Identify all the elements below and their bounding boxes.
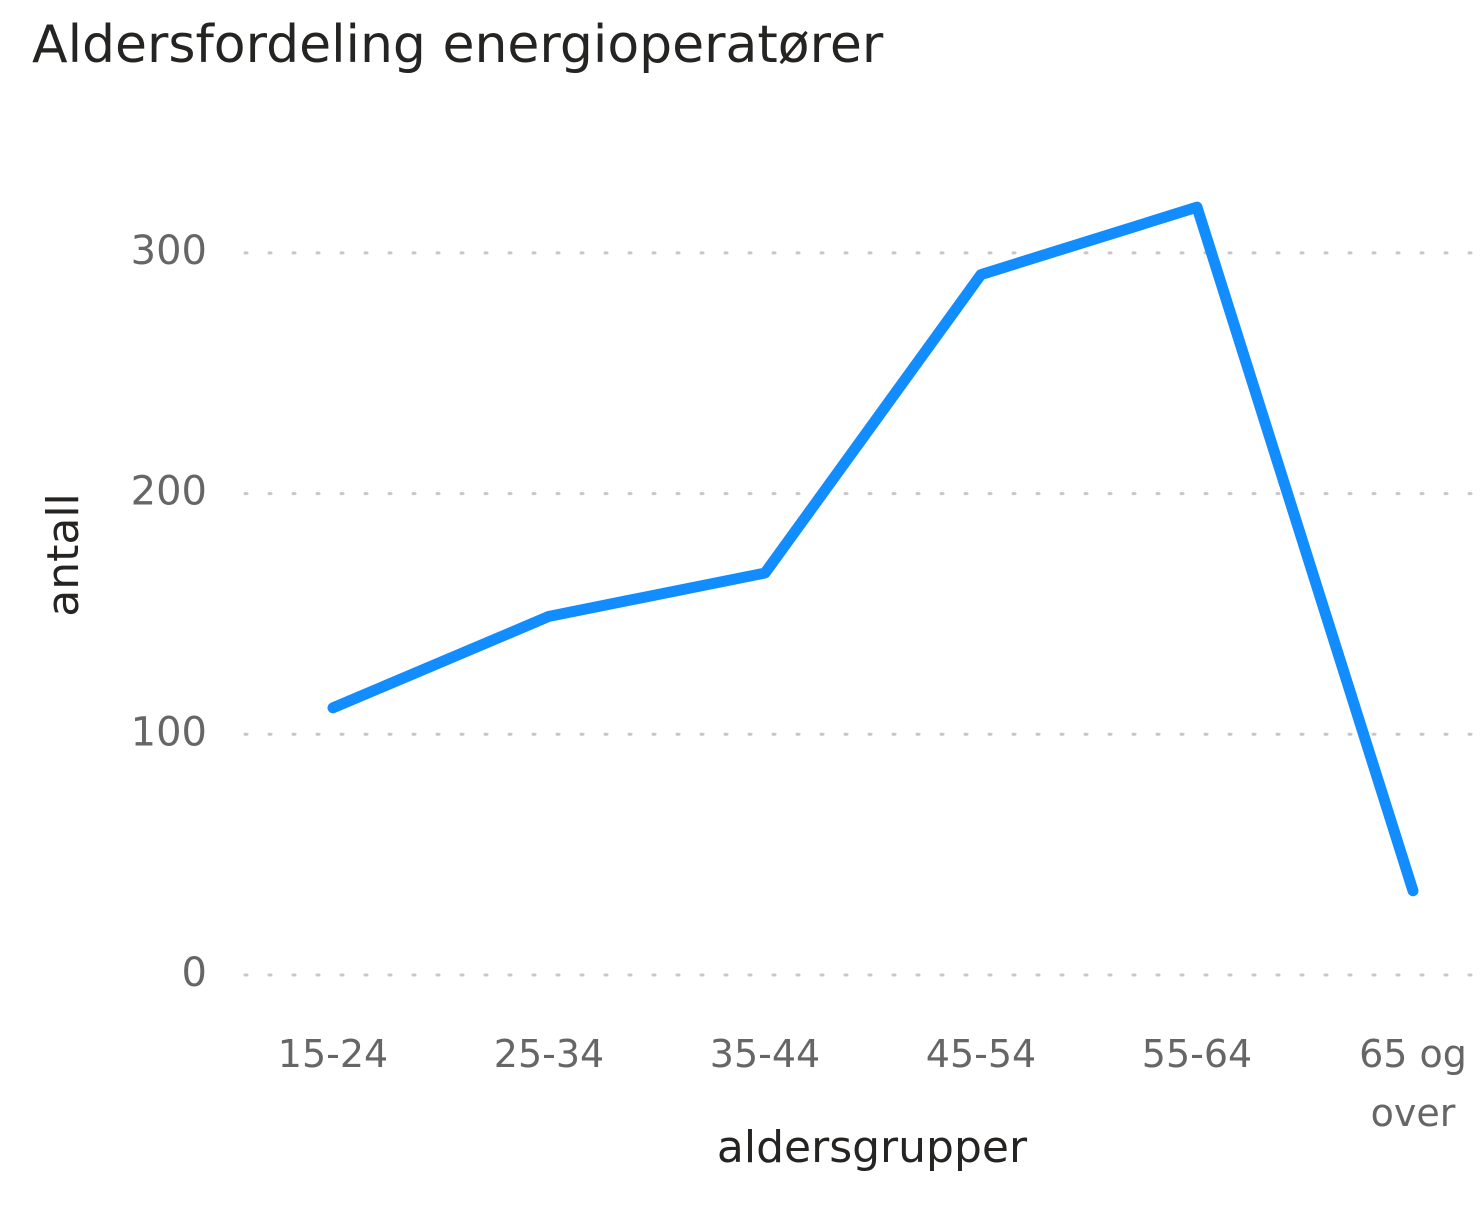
x-tick-label: 65 og over: [1359, 1032, 1467, 1135]
y-axis-title: antall: [38, 493, 89, 617]
x-tick-label: 55-64: [1141, 1032, 1253, 1076]
x-axis-title: aldersgrupper: [717, 1122, 1028, 1173]
line: [327, 201, 1419, 897]
y-tick-label: 300: [131, 228, 207, 274]
y-tick-label: 0: [182, 950, 207, 996]
chart-title: Aldersfordeling energioperatører: [32, 15, 884, 75]
x-tick-label: 45-54: [925, 1032, 1037, 1076]
x-tick-label: 25-34: [493, 1032, 605, 1076]
x-tick-label: 35-44: [709, 1032, 821, 1076]
y-tick-label: 200: [131, 469, 207, 515]
x-tick-label: 15-24: [277, 1032, 389, 1076]
y-tick-label: 100: [131, 709, 207, 755]
